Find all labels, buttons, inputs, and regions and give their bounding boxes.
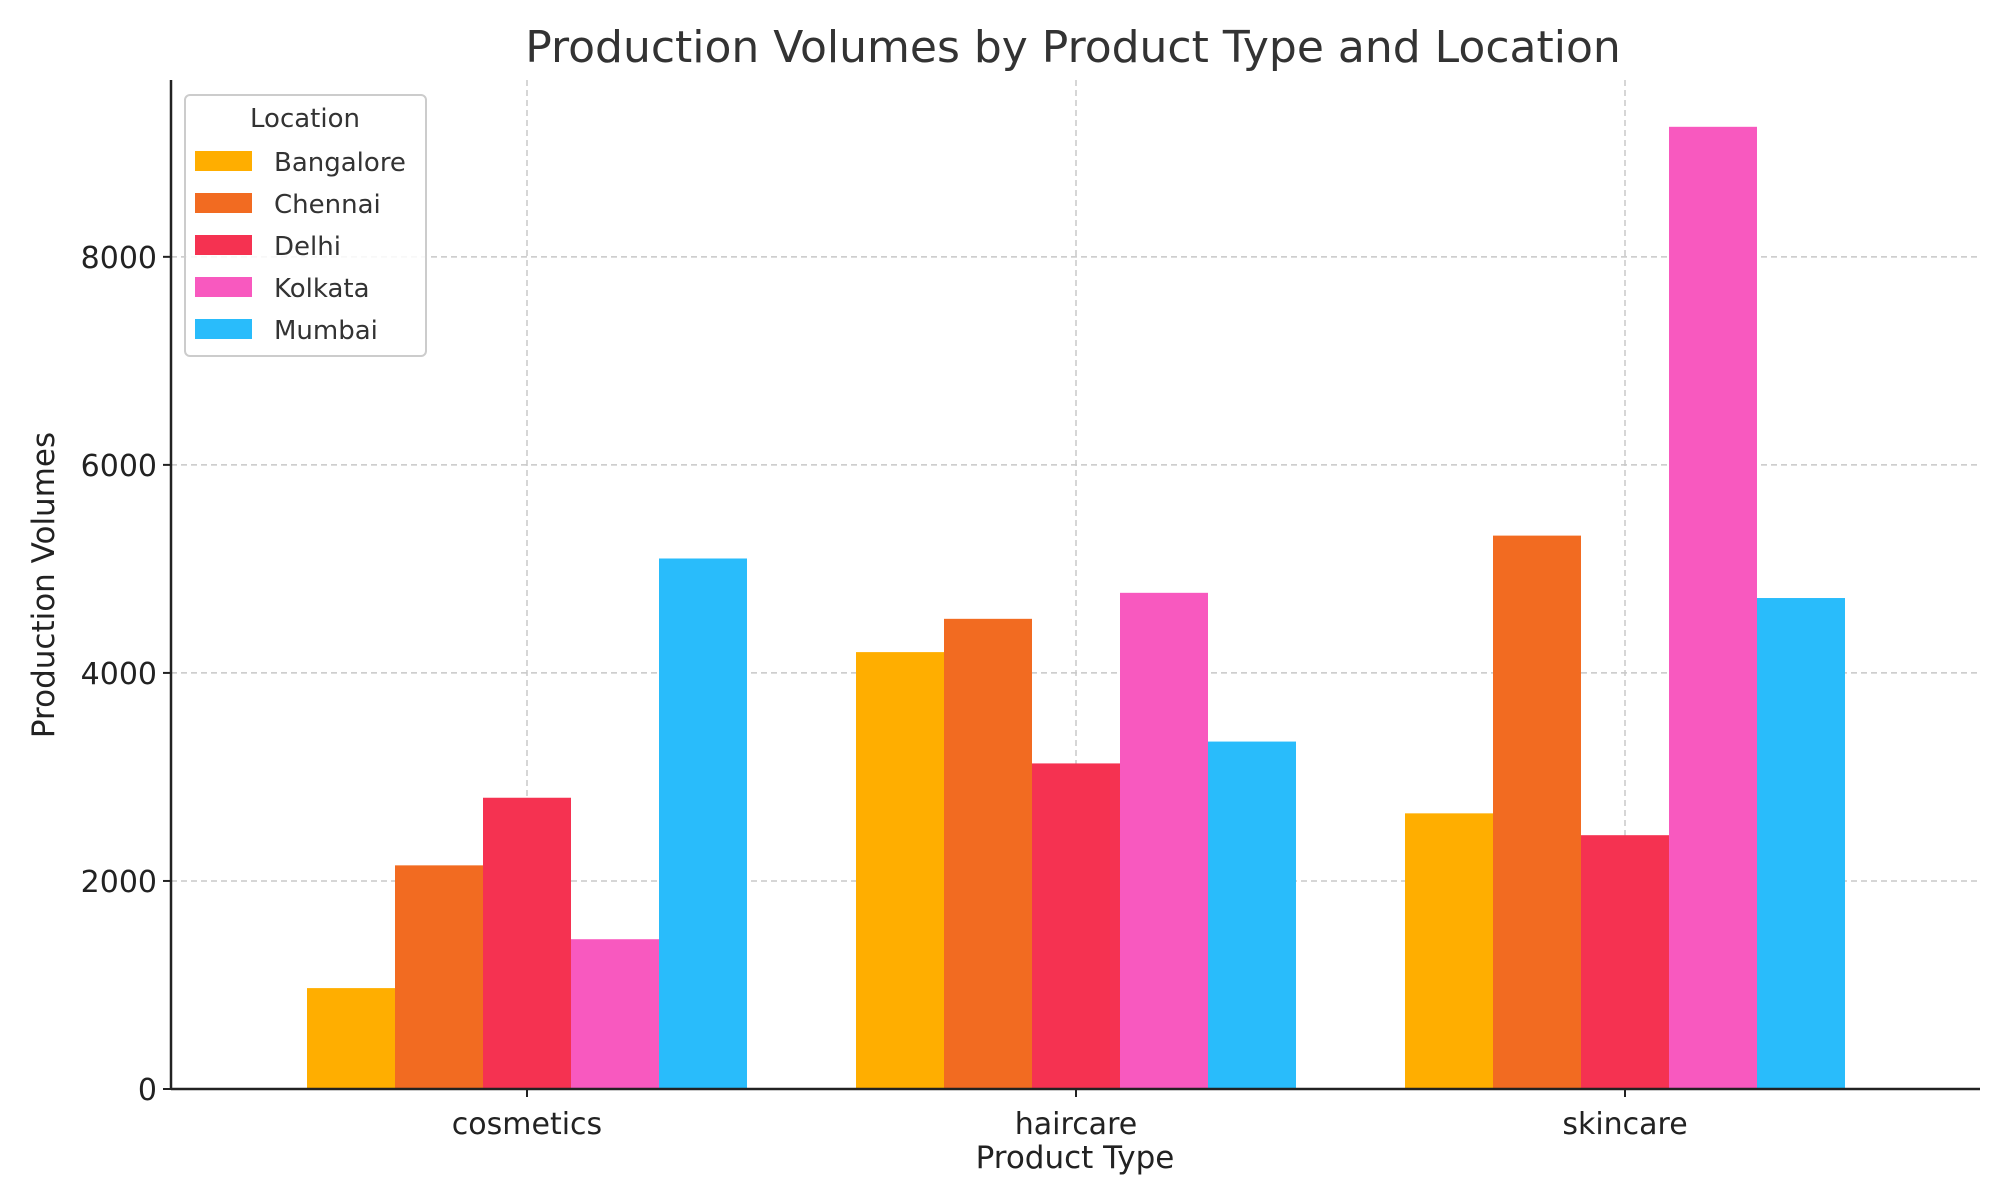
y-tick-label: 8000 bbox=[81, 241, 157, 276]
y-axis-ticks: 0 2000 4000 6000 8000 bbox=[81, 241, 171, 1108]
legend-label-mumbai: Mumbai bbox=[274, 316, 378, 346]
y-tick-label: 4000 bbox=[81, 657, 157, 692]
x-tick-label-cosmetics: cosmetics bbox=[452, 1107, 602, 1142]
legend-label-delhi: Delhi bbox=[274, 232, 341, 262]
y-tick-label: 6000 bbox=[81, 449, 157, 484]
bars-layer bbox=[307, 126, 1845, 1090]
bar-delhi-skincare bbox=[1581, 835, 1669, 1089]
bar-mumbai-skincare bbox=[1757, 598, 1845, 1089]
bar-delhi-cosmetics bbox=[483, 797, 571, 1089]
bar-kolkata-skincare bbox=[1669, 126, 1757, 1090]
bar-mumbai-cosmetics bbox=[659, 558, 747, 1089]
legend-swatch-delhi bbox=[195, 235, 252, 255]
y-tick-label: 0 bbox=[138, 1073, 157, 1108]
bar-delhi-haircare bbox=[1032, 763, 1120, 1089]
legend-label-bangalore: Bangalore bbox=[274, 148, 406, 178]
x-axis-label: Product Type bbox=[976, 1140, 1175, 1176]
bar-mumbai-haircare bbox=[1208, 741, 1296, 1089]
legend-swatch-kolkata bbox=[195, 277, 252, 297]
y-axis-label: Production Volumes bbox=[26, 432, 62, 738]
legend-label-chennai: Chennai bbox=[274, 190, 381, 220]
bar-chennai-skincare bbox=[1493, 535, 1581, 1089]
legend-swatch-bangalore bbox=[195, 151, 252, 171]
legend-label-kolkata: Kolkata bbox=[274, 274, 370, 304]
legend: Location Bangalore Chennai Delhi Kolkata Mum… bbox=[184, 94, 427, 357]
bar-chennai-cosmetics bbox=[395, 865, 483, 1089]
bar-chennai-haircare bbox=[944, 618, 1032, 1089]
bar-bangalore-cosmetics bbox=[307, 988, 395, 1089]
x-tick-label-haircare: haircare bbox=[1015, 1107, 1137, 1142]
x-tick-label-skincare: skincare bbox=[1562, 1107, 1687, 1142]
legend-items: Bangalore Chennai Delhi Kolkata Mumbai bbox=[195, 148, 406, 346]
bar-kolkata-haircare bbox=[1120, 592, 1208, 1089]
legend-title: Location bbox=[250, 104, 360, 134]
legend-swatch-chennai bbox=[195, 193, 252, 213]
bar-kolkata-cosmetics bbox=[571, 939, 659, 1089]
bar-bangalore-haircare bbox=[856, 652, 944, 1089]
chart-title: Production Volumes by Product Type and L… bbox=[525, 22, 1621, 73]
bar-bangalore-skincare bbox=[1405, 813, 1493, 1089]
legend-swatch-mumbai bbox=[195, 319, 252, 339]
x-axis-ticks: cosmetics haircare skincare bbox=[452, 1089, 1688, 1142]
y-tick-label: 2000 bbox=[81, 865, 157, 900]
